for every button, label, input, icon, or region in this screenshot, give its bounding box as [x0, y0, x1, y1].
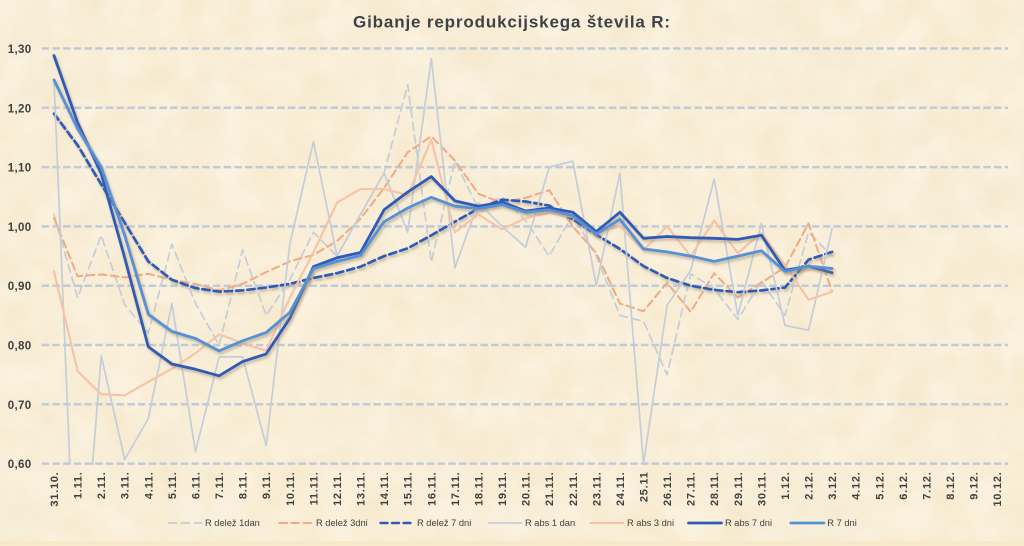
svg-text:19.11.: 19.11.	[497, 472, 509, 506]
svg-text:9.12.: 9.12.	[969, 472, 981, 500]
svg-text:31.10.: 31.10.	[49, 472, 61, 507]
svg-text:8.11.: 8.11.	[238, 472, 250, 500]
svg-text:R abs 7 dni: R abs 7 dni	[725, 518, 772, 528]
svg-text:24.11.: 24.11.	[615, 472, 627, 506]
svg-text:18.11.: 18.11.	[473, 472, 485, 506]
svg-text:R delež 3dni: R delež 3dni	[316, 518, 368, 528]
svg-text:4.11.: 4.11.	[143, 472, 155, 500]
svg-text:R abs 3 dni: R abs 3 dni	[627, 518, 674, 528]
svg-text:1,00: 1,00	[8, 222, 32, 234]
svg-text:20.11.: 20.11.	[521, 472, 533, 506]
svg-text:10.11.: 10.11.	[285, 472, 297, 506]
svg-text:6.11.: 6.11.	[191, 472, 203, 500]
svg-text:12.11.: 12.11.	[332, 472, 344, 506]
svg-text:R abs 1 dan: R abs 1 dan	[525, 518, 575, 528]
svg-text:25.11: 25.11	[639, 472, 651, 503]
svg-text:15.11.: 15.11.	[403, 472, 415, 506]
svg-text:Gibanje reprodukcijskega števi: Gibanje reprodukcijskega števila R:	[353, 13, 671, 32]
svg-text:10.12.: 10.12.	[992, 472, 1004, 507]
svg-text:7.11.: 7.11.	[214, 472, 226, 500]
svg-text:29.11.: 29.11.	[733, 472, 745, 506]
svg-text:3.12.: 3.12.	[827, 472, 839, 500]
svg-text:9.11.: 9.11.	[261, 472, 273, 500]
svg-text:1,20: 1,20	[8, 103, 32, 115]
svg-text:5.12.: 5.12.	[874, 472, 886, 500]
svg-text:1,30: 1,30	[8, 44, 32, 56]
svg-text:6.12.: 6.12.	[898, 472, 910, 500]
svg-text:17.11.: 17.11.	[450, 472, 462, 506]
svg-text:1.11.: 1.11.	[73, 472, 85, 500]
svg-text:1,10: 1,10	[8, 163, 32, 175]
svg-text:30.11.: 30.11.	[756, 472, 768, 506]
svg-text:14.11.: 14.11.	[379, 472, 391, 506]
svg-text:0,60: 0,60	[8, 459, 32, 471]
svg-text:13.11.: 13.11.	[356, 472, 368, 506]
svg-text:28.11.: 28.11.	[709, 472, 721, 506]
svg-text:21.11.: 21.11.	[544, 472, 556, 506]
svg-text:2.12.: 2.12.	[804, 472, 816, 500]
svg-text:23.11.: 23.11.	[591, 472, 603, 506]
svg-text:7.12.: 7.12.	[922, 472, 934, 500]
svg-text:0,70: 0,70	[8, 400, 32, 412]
svg-text:R delež 1dan: R delež 1dan	[205, 518, 260, 528]
svg-text:27.11.: 27.11.	[686, 472, 698, 506]
svg-text:5.11.: 5.11.	[167, 472, 179, 500]
svg-text:22.11.: 22.11.	[568, 472, 580, 506]
svg-text:8.12.: 8.12.	[945, 472, 957, 500]
svg-text:11.11.: 11.11.	[308, 472, 320, 506]
svg-text:R delež 7 dni: R delež 7 dni	[417, 518, 471, 528]
svg-text:0,80: 0,80	[8, 341, 32, 353]
svg-text:4.12.: 4.12.	[851, 472, 863, 500]
svg-text:2.11.: 2.11.	[96, 472, 108, 500]
svg-text:0,90: 0,90	[8, 281, 32, 293]
svg-text:26.11.: 26.11.	[662, 472, 674, 506]
svg-text:3.11.: 3.11.	[120, 472, 132, 500]
svg-text:R 7 dni: R 7 dni	[827, 518, 856, 528]
svg-text:1.12.: 1.12.	[780, 472, 792, 500]
svg-text:16.11.: 16.11.	[426, 472, 438, 506]
